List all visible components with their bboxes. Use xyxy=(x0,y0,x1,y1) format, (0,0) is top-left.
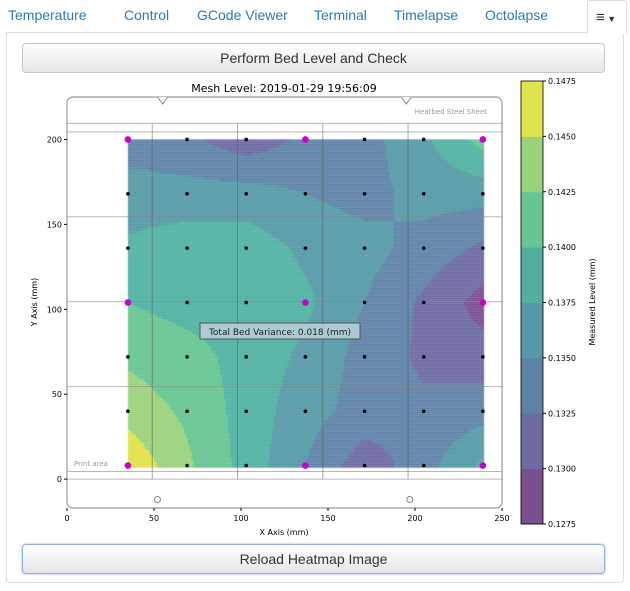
tab-more-menu[interactable]: ≡ ▼ xyxy=(587,0,627,34)
tab-terminal[interactable]: Terminal xyxy=(314,7,367,23)
perform-bed-level-button[interactable]: Perform Bed Level and Check xyxy=(22,43,605,73)
tab-bar: Temperature Control GCode Viewer Termina… xyxy=(0,0,630,34)
tab-control[interactable]: Control xyxy=(124,7,170,23)
tab-octolapse[interactable]: Octolapse xyxy=(485,7,549,23)
reload-heatmap-button[interactable]: Reload Heatmap Image xyxy=(22,544,605,574)
hamburger-menu-icon: ≡ xyxy=(596,9,605,26)
tab-gcode-viewer[interactable]: GCode Viewer xyxy=(197,7,288,23)
tab-timelapse[interactable]: Timelapse xyxy=(394,7,459,23)
tab-temperature[interactable]: Temperature xyxy=(8,7,87,23)
caret-down-icon: ▼ xyxy=(604,14,617,24)
bed-level-panel xyxy=(6,32,624,583)
